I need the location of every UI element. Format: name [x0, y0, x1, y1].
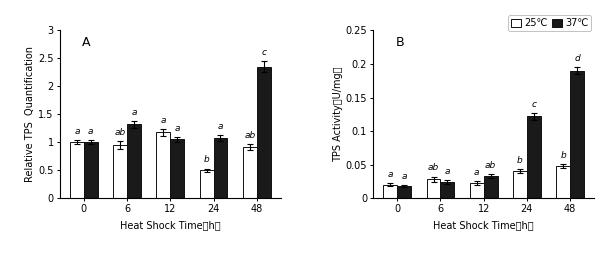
Text: a: a [474, 168, 479, 177]
Bar [113, 145, 127, 198]
Bar [470, 183, 484, 198]
Bar [157, 132, 170, 198]
Bar [200, 170, 214, 198]
Text: ab: ab [485, 161, 496, 170]
Bar [397, 186, 411, 198]
Text: B: B [395, 36, 404, 49]
Bar [70, 142, 84, 198]
Bar [440, 182, 454, 198]
Text: a: a [88, 127, 94, 136]
Bar [214, 138, 227, 198]
Text: b: b [204, 155, 209, 164]
Text: a: a [218, 122, 223, 131]
Text: ab: ab [244, 131, 256, 140]
Text: a: a [74, 127, 80, 136]
Bar [527, 116, 541, 198]
Bar [257, 67, 271, 198]
Text: a: a [388, 170, 393, 179]
Text: b: b [560, 151, 566, 160]
Text: ab: ab [428, 164, 439, 172]
Bar [127, 124, 141, 198]
Bar [427, 179, 440, 198]
Bar [556, 166, 570, 198]
Text: a: a [401, 171, 407, 181]
Y-axis label: TPS Activity（U/mg）: TPS Activity（U/mg） [332, 67, 343, 162]
Bar [383, 185, 397, 198]
Bar [243, 147, 257, 198]
Y-axis label: Relative TPS  Quantification: Relative TPS Quantification [25, 46, 35, 182]
Text: c: c [532, 100, 536, 109]
Text: ab: ab [115, 128, 126, 137]
Legend: 25℃, 37℃: 25℃, 37℃ [508, 15, 592, 31]
Text: A: A [82, 36, 91, 49]
Bar [170, 139, 184, 198]
Bar [84, 142, 98, 198]
Text: c: c [261, 48, 266, 57]
X-axis label: Heat Shock Time（h）: Heat Shock Time（h） [120, 220, 221, 230]
Text: a: a [131, 108, 137, 117]
X-axis label: Heat Shock Time（h）: Heat Shock Time（h） [433, 220, 534, 230]
Text: a: a [175, 124, 180, 133]
Bar [513, 171, 527, 198]
Text: d: d [574, 54, 580, 63]
Text: a: a [445, 167, 450, 176]
Text: b: b [517, 156, 523, 165]
Bar [570, 71, 584, 198]
Text: a: a [161, 116, 166, 125]
Bar [484, 176, 497, 198]
